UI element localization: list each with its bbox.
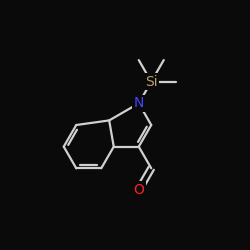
Text: Si: Si (145, 75, 158, 89)
Text: N: N (134, 96, 144, 110)
Text: O: O (133, 183, 144, 197)
